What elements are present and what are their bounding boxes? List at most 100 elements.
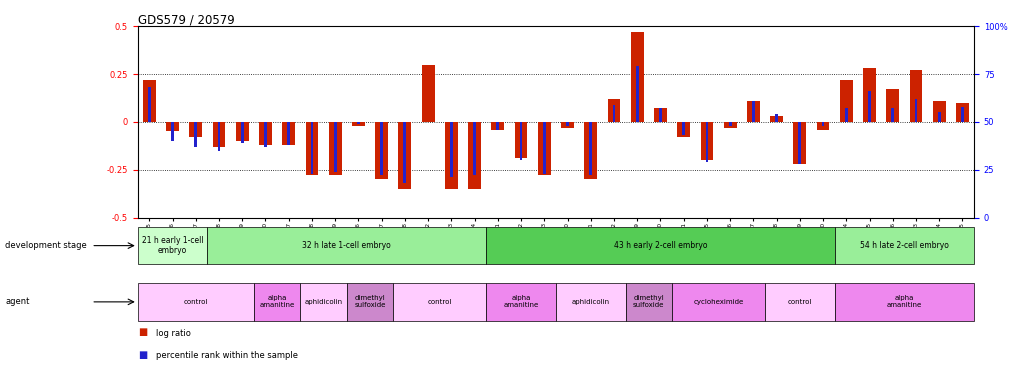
- Bar: [138, 227, 207, 264]
- Bar: [862, 68, 875, 122]
- Bar: [328, 122, 341, 176]
- Bar: [404, 122, 406, 183]
- Bar: [798, 122, 801, 164]
- Text: ■: ■: [138, 327, 147, 338]
- Bar: [728, 122, 731, 126]
- Bar: [515, 122, 527, 158]
- Bar: [834, 283, 973, 321]
- Bar: [287, 122, 289, 145]
- Bar: [380, 122, 383, 176]
- Text: 32 h late 1-cell embryo: 32 h late 1-cell embryo: [302, 241, 391, 250]
- Bar: [635, 66, 638, 122]
- Bar: [375, 122, 387, 179]
- Text: cycloheximide: cycloheximide: [693, 299, 743, 305]
- Bar: [821, 122, 823, 126]
- Bar: [310, 122, 313, 174]
- Bar: [886, 89, 899, 122]
- Bar: [751, 101, 754, 122]
- Bar: [264, 122, 267, 147]
- Text: aphidicolin: aphidicolin: [305, 299, 342, 305]
- Text: 21 h early 1-cell
embryo: 21 h early 1-cell embryo: [142, 236, 203, 255]
- Bar: [630, 32, 643, 122]
- Text: development stage: development stage: [5, 241, 87, 250]
- Bar: [955, 103, 968, 122]
- Bar: [936, 112, 940, 122]
- Bar: [844, 108, 847, 122]
- Bar: [705, 122, 707, 162]
- Text: ■: ■: [138, 350, 147, 360]
- Text: control: control: [787, 299, 811, 305]
- Bar: [700, 122, 712, 160]
- Bar: [171, 122, 174, 141]
- Bar: [352, 122, 365, 126]
- Bar: [207, 227, 486, 264]
- Bar: [300, 283, 346, 321]
- Text: alpha
amanitine: alpha amanitine: [503, 296, 538, 308]
- Bar: [542, 122, 545, 174]
- Bar: [254, 283, 300, 321]
- Bar: [217, 122, 220, 150]
- Bar: [914, 99, 916, 122]
- Text: control: control: [427, 299, 451, 305]
- Bar: [566, 122, 569, 126]
- Bar: [560, 122, 574, 128]
- Bar: [653, 108, 666, 122]
- Bar: [166, 122, 178, 132]
- Bar: [555, 283, 625, 321]
- Bar: [468, 122, 481, 189]
- Bar: [306, 122, 318, 176]
- Bar: [682, 122, 685, 135]
- Bar: [769, 116, 783, 122]
- Bar: [764, 283, 834, 321]
- Text: dimethyl
sulfoxide: dimethyl sulfoxide: [354, 296, 385, 308]
- Bar: [240, 122, 244, 143]
- Bar: [235, 122, 249, 141]
- Bar: [834, 227, 973, 264]
- Bar: [444, 122, 458, 189]
- Text: agent: agent: [5, 297, 30, 306]
- Bar: [867, 91, 870, 122]
- Bar: [143, 80, 156, 122]
- Bar: [486, 227, 834, 264]
- Text: 43 h early 2-cell embryo: 43 h early 2-cell embryo: [613, 241, 706, 250]
- Text: control: control: [183, 299, 208, 305]
- Bar: [259, 122, 272, 145]
- Text: GDS579 / 20579: GDS579 / 20579: [138, 13, 234, 26]
- Bar: [357, 122, 360, 124]
- Bar: [658, 108, 661, 122]
- Text: percentile rank within the sample: percentile rank within the sample: [156, 351, 298, 360]
- Bar: [612, 105, 614, 122]
- Bar: [584, 122, 596, 179]
- Bar: [960, 106, 963, 122]
- Bar: [449, 122, 452, 177]
- Bar: [138, 283, 254, 321]
- Bar: [891, 108, 894, 122]
- Bar: [774, 114, 777, 122]
- Bar: [672, 283, 764, 321]
- Bar: [625, 283, 672, 321]
- Text: dimethyl
sulfoxide: dimethyl sulfoxide: [633, 296, 663, 308]
- Bar: [148, 87, 151, 122]
- Text: 54 h late 2-cell embryo: 54 h late 2-cell embryo: [859, 241, 948, 250]
- Bar: [491, 122, 503, 129]
- Bar: [190, 122, 202, 137]
- Bar: [589, 122, 592, 176]
- Bar: [677, 122, 690, 137]
- Bar: [421, 64, 434, 122]
- Bar: [746, 101, 759, 122]
- Bar: [793, 122, 805, 164]
- Bar: [333, 122, 336, 172]
- Bar: [346, 283, 393, 321]
- Bar: [398, 122, 411, 189]
- Bar: [519, 122, 522, 160]
- Bar: [909, 70, 921, 122]
- Bar: [496, 122, 498, 129]
- Bar: [282, 122, 294, 145]
- Bar: [607, 99, 620, 122]
- Bar: [723, 122, 736, 128]
- Bar: [212, 122, 225, 147]
- Bar: [195, 122, 197, 147]
- Bar: [473, 122, 476, 176]
- Text: alpha
amanitine: alpha amanitine: [886, 296, 921, 308]
- Bar: [486, 283, 555, 321]
